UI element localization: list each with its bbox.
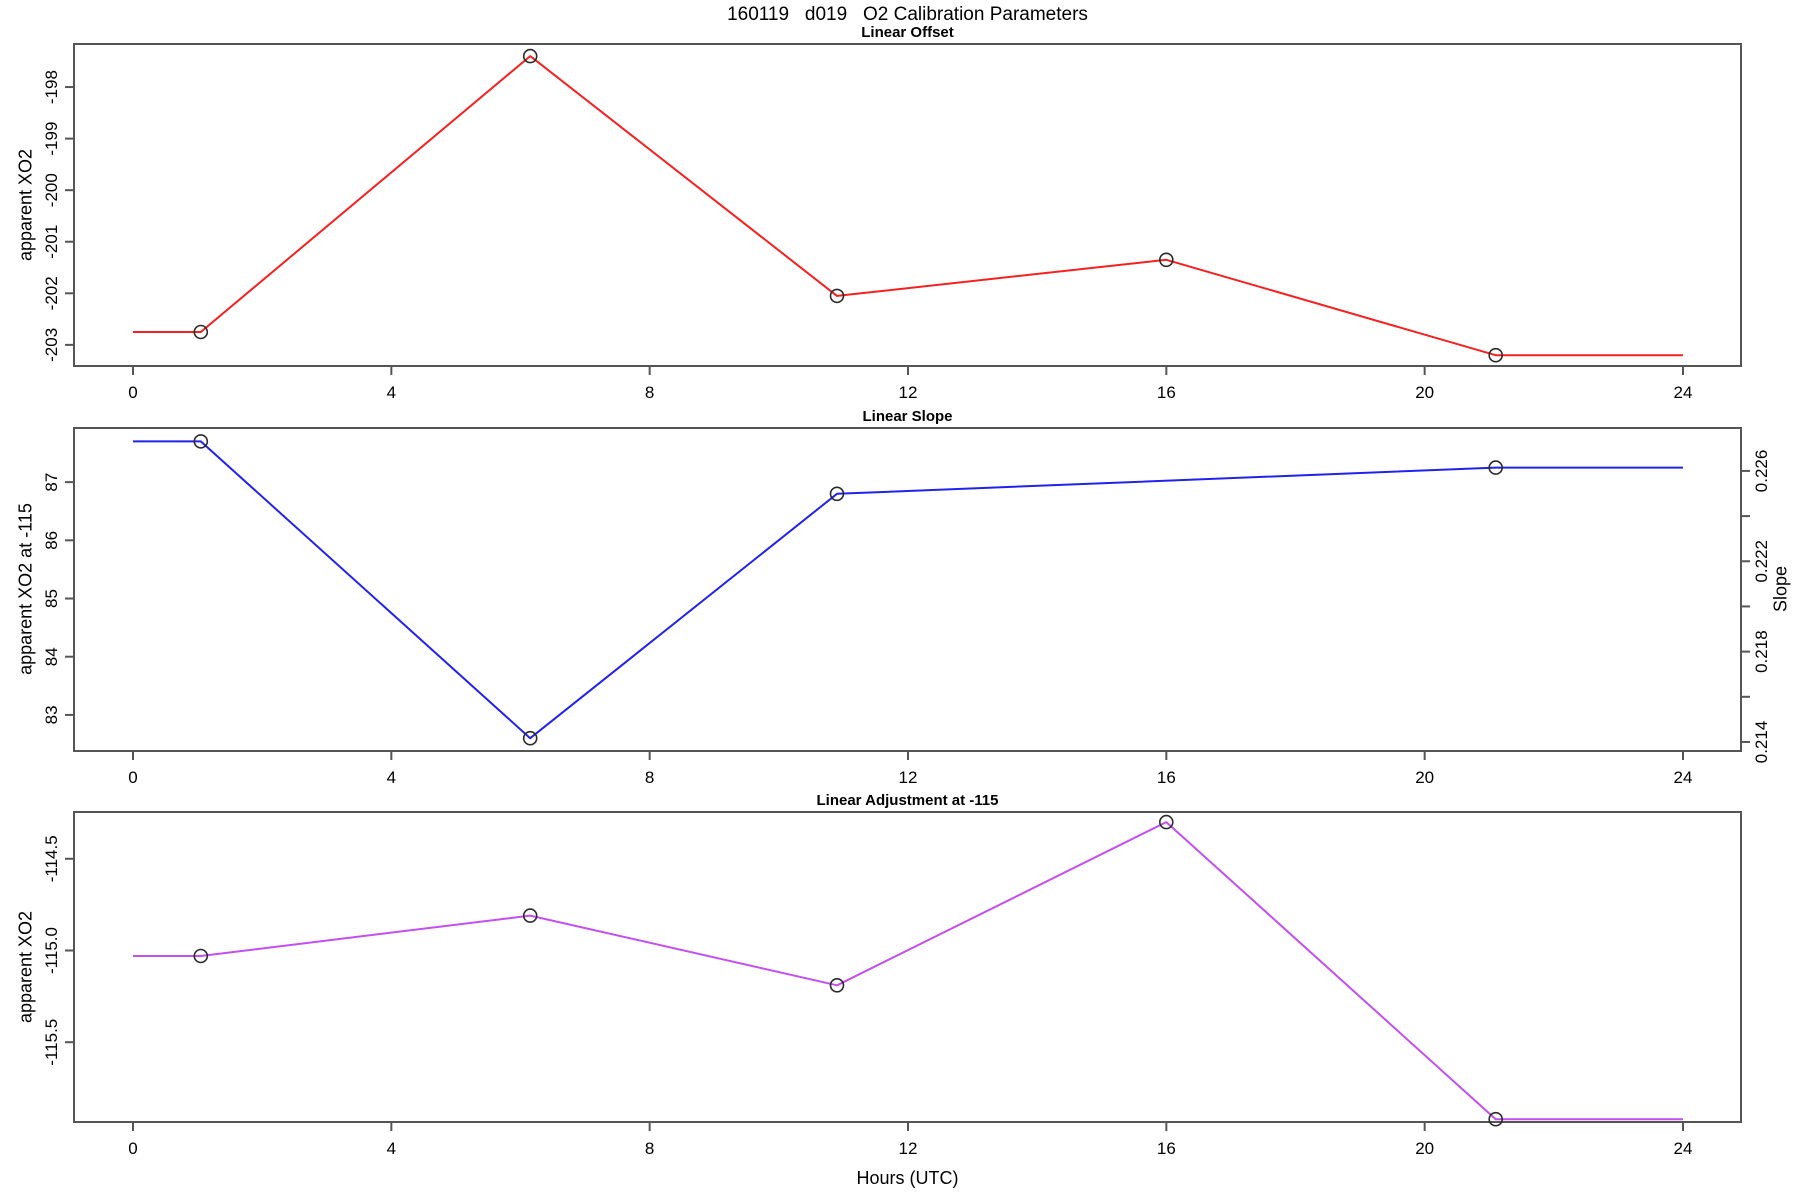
panel-frame [73, 43, 1742, 367]
x-tick-label: 4 [387, 1139, 396, 1158]
x-tick-label: 12 [899, 1139, 918, 1158]
x-tick-label: 24 [1674, 768, 1693, 787]
y-axis-label-offset: apparent XO2 [15, 148, 36, 262]
x-tick-label: 0 [128, 1139, 137, 1158]
x-tick-label: 8 [645, 1139, 654, 1158]
y-tick-label: -200 [42, 173, 61, 207]
x-tick-label: 4 [387, 383, 396, 402]
panel-title-linear-adjustment: Linear Adjustment at -115 [816, 792, 999, 809]
panel-title-linear-slope: Linear Slope [862, 408, 953, 425]
data-point-marker [193, 948, 209, 964]
right-y-tick-label: 0.218 [1752, 630, 1771, 673]
x-tick-label: 16 [1157, 1139, 1176, 1158]
x-axis-label: Hours (UTC) [856, 1168, 959, 1188]
y-tick-label: -115.0 [42, 927, 61, 974]
figure-title: 160119 d019 O2 Calibration Parameters [727, 4, 1088, 25]
right-y-tick-label: 0.222 [1752, 540, 1771, 583]
data-point-marker [1488, 460, 1503, 475]
panel-linear-adjustment-at-115: 0 4 8 12 16 20 24 -114.5 -115.0 -115.5 [42, 811, 1742, 1158]
series-line [133, 55, 1683, 357]
panel-frame [73, 427, 1742, 752]
x-tick-label: 4 [387, 768, 396, 787]
x-tick-label: 20 [1415, 768, 1434, 787]
data-point-marker [1488, 347, 1503, 363]
x-tick-label: 12 [899, 383, 918, 402]
y-tick-label: -201 [42, 225, 61, 259]
x-tick-label: 0 [128, 383, 137, 402]
series-line [133, 821, 1683, 1121]
x-tick-label: 8 [645, 768, 654, 787]
data-point-marker [193, 324, 209, 340]
y-tick-label: -199 [42, 122, 61, 156]
data-point-marker [522, 908, 538, 923]
data-point-marker [1488, 1111, 1503, 1127]
series-line [133, 440, 1683, 740]
panel-linear-slope: 0 4 8 12 16 20 24 87 86 85 84 83 0.226 0.222 0.218 0.21… [42, 427, 1771, 787]
y-axis-label-slope: Slope [1770, 565, 1791, 613]
data-point-marker [829, 977, 845, 993]
x-tick-label: 12 [899, 768, 918, 787]
x-tick-label: 24 [1674, 383, 1693, 402]
y-tick-label: -115.5 [42, 1019, 61, 1066]
right-y-tick-label: 0.214 [1752, 721, 1771, 764]
y-tick-label: 84 [42, 647, 61, 666]
right-y-tick-label: 0.226 [1752, 450, 1771, 493]
panel-linear-offset: 0 4 8 12 16 20 24 -198 -199 -200 -201 -202 -203 [42, 43, 1742, 402]
panel-frame [73, 811, 1742, 1123]
x-tick-label: 16 [1157, 383, 1176, 402]
y-tick-label: 85 [42, 589, 61, 608]
data-point-marker [193, 434, 209, 449]
x-tick-label: 20 [1415, 1139, 1434, 1158]
y-axis-label-adjustment: apparent XO2 [15, 910, 36, 1024]
data-point-marker [829, 486, 845, 502]
y-axis-label-xo2-at-minus115: apparent XO2 at -115 [15, 503, 36, 675]
y-tick-label: -114.5 [42, 835, 61, 882]
y-tick-label: -198 [42, 70, 61, 104]
data-point-marker [522, 730, 538, 746]
x-tick-label: 24 [1674, 1139, 1693, 1158]
x-tick-label: 16 [1157, 768, 1176, 787]
y-tick-label: 83 [42, 705, 61, 724]
y-tick-label: -202 [42, 276, 61, 310]
data-point-marker [829, 288, 845, 304]
y-tick-label: 86 [42, 531, 61, 550]
x-tick-label: 8 [645, 383, 654, 402]
x-tick-label: 20 [1415, 383, 1434, 402]
y-tick-label: -203 [42, 328, 61, 362]
data-point-marker [1159, 252, 1174, 268]
x-tick-label: 0 [128, 768, 137, 787]
data-point-marker [1159, 814, 1174, 830]
data-point-marker [522, 48, 538, 64]
y-tick-label: 87 [42, 473, 61, 492]
panel-title-linear-offset: Linear Offset [861, 24, 954, 41]
